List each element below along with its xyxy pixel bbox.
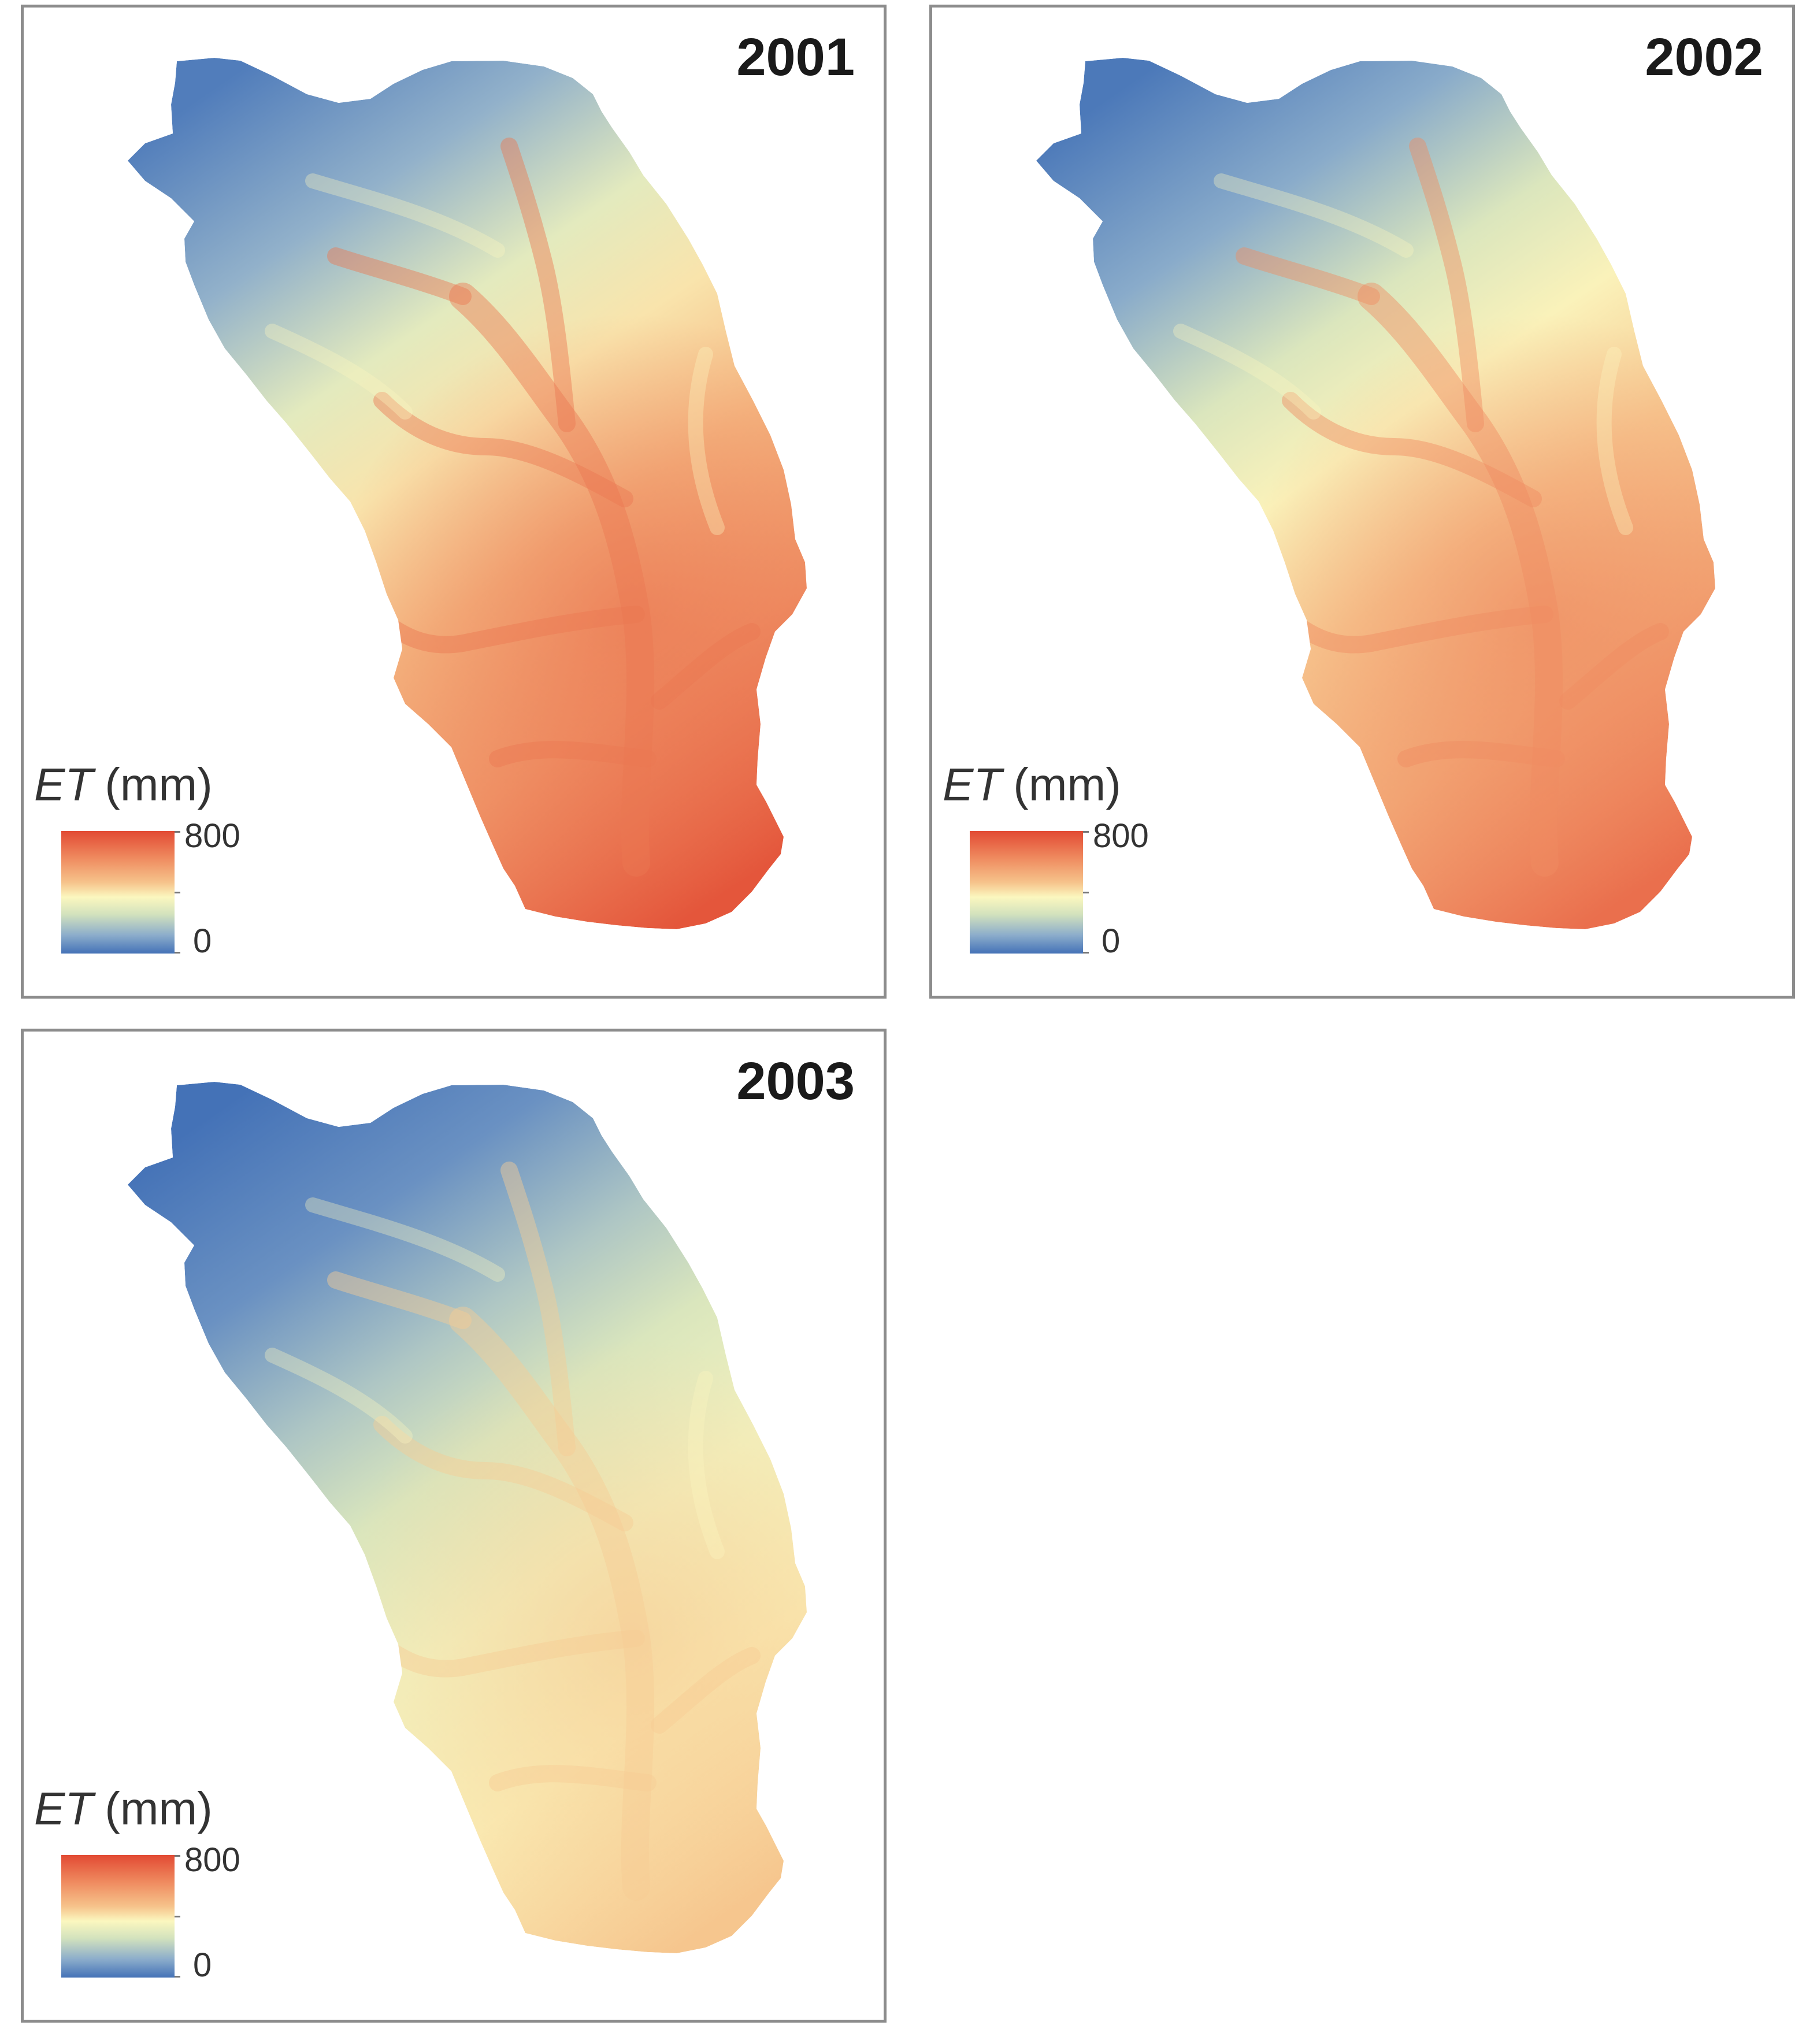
legend-title: ET (mm) [943, 762, 1121, 808]
legend: ET (mm) 800 0 [34, 762, 300, 970]
legend-variable: ET [943, 759, 1002, 810]
legend-max-label: 800 [184, 1841, 240, 1879]
legend-tick-max [1083, 831, 1089, 833]
panel-year-label: 2002 [1645, 28, 1763, 87]
drainage-valley [651, 623, 761, 710]
drainage-valley [1559, 623, 1669, 710]
ridge-highlight [305, 1197, 505, 1282]
ridge-highlight [688, 1371, 725, 1559]
legend: ET (mm) 800 0 [943, 762, 1208, 970]
drainage-valley [373, 606, 645, 654]
drainage-valley [373, 392, 633, 507]
legend-colorbar [970, 831, 1083, 954]
legend-unit: (mm) [105, 1783, 213, 1834]
legend-tick-min [1083, 952, 1089, 954]
drainage-valley [449, 283, 654, 877]
legend-tick-min [175, 1976, 180, 1978]
panel-year-label: 2001 [736, 28, 855, 87]
legend-min-label: 0 [193, 1946, 212, 1984]
ridge-highlight [265, 1348, 413, 1444]
ridge-highlight [305, 173, 505, 258]
legend-title: ET (mm) [34, 762, 213, 808]
drainage-valley [500, 138, 576, 432]
panel-year-label: 2003 [736, 1052, 855, 1111]
legend-colorbar [61, 831, 175, 954]
ridge-highlight [1214, 173, 1414, 258]
legend-tick-mid [175, 892, 180, 893]
drainage-valley [489, 1765, 657, 1791]
drainage-valley [1282, 392, 1542, 507]
legend-ticks [175, 1855, 181, 1978]
legend-max-label: 800 [184, 817, 240, 855]
drainage-valley [651, 1647, 761, 1734]
et-map [128, 58, 807, 929]
legend-variable: ET [34, 1783, 94, 1834]
legend-max-label: 800 [1093, 817, 1149, 855]
et-map [128, 1082, 807, 1953]
drainage-valley [327, 247, 472, 305]
drainage-valley [449, 1307, 654, 1901]
drainage-valley [1358, 283, 1563, 877]
drainage-valley [373, 1416, 633, 1531]
legend-tick-min [175, 952, 180, 954]
legend-unit: (mm) [105, 759, 213, 810]
legend: ET (mm) 800 0 [34, 1786, 300, 1994]
map-panel-2002: 2002 ET (mm) 800 0 [929, 5, 1795, 999]
drainage-valley [489, 741, 657, 767]
legend-tick-mid [175, 1916, 180, 1917]
drainage-valley [1409, 138, 1484, 432]
drainage-valley [327, 1271, 472, 1329]
ridge-highlight [1173, 324, 1321, 420]
legend-colorbar [61, 1855, 175, 1978]
map-panel-2001: 2001 ET (mm) 800 0 [21, 5, 887, 999]
drainage-valley [1236, 247, 1380, 305]
legend-tick-max [175, 831, 180, 833]
drainage-valley [1282, 606, 1553, 654]
legend-title: ET (mm) [34, 1786, 213, 1832]
ridge-highlight [1596, 347, 1633, 535]
ridge-highlight [265, 324, 413, 420]
legend-tick-mid [1083, 892, 1089, 893]
legend-ticks [175, 831, 181, 954]
legend-ticks [1083, 831, 1090, 954]
drainage-valley [373, 1630, 645, 1678]
drainage-valley [500, 1162, 576, 1456]
legend-tick-max [175, 1855, 180, 1857]
legend-min-label: 0 [1102, 922, 1121, 960]
legend-min-label: 0 [193, 922, 212, 960]
legend-unit: (mm) [1013, 759, 1121, 810]
drainage-valley [1397, 741, 1565, 767]
ridge-highlight [688, 347, 725, 535]
legend-variable: ET [34, 759, 94, 810]
map-panel-2003: 2003 ET (mm) 800 0 [21, 1029, 887, 2023]
et-map [1036, 58, 1715, 929]
